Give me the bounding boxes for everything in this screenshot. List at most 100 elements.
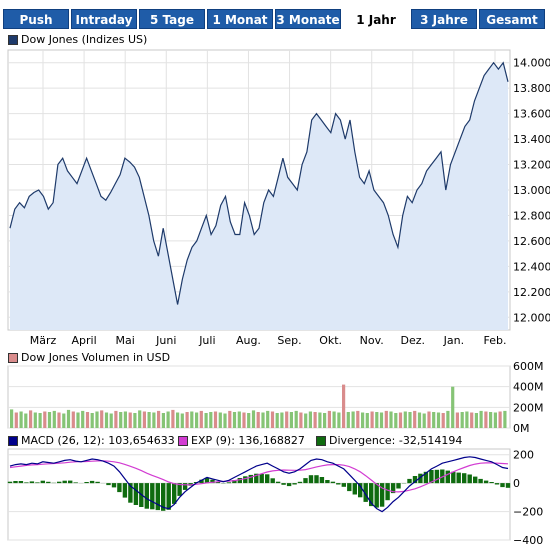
tab-push[interactable]: Push <box>3 9 69 29</box>
volume-bar <box>327 410 331 428</box>
volume-bar <box>152 412 156 428</box>
volume-bar <box>24 413 28 428</box>
macd-legend-swatch <box>8 435 18 446</box>
volume-bar <box>413 410 417 428</box>
volume-bar <box>19 411 23 428</box>
divergence-bar <box>243 476 248 484</box>
volume-bar <box>384 410 388 428</box>
price-ytick-label: 12.200 <box>513 286 550 299</box>
divergence-bar <box>29 481 35 484</box>
macd-ytick-label: 0 <box>513 477 520 490</box>
volume-bar <box>29 410 33 428</box>
price-ytick-label: 12.400 <box>513 260 550 273</box>
volume-bar <box>176 412 180 428</box>
volume-bar <box>223 413 227 428</box>
volume-bar <box>370 411 374 428</box>
price-ytick-label: 12.600 <box>513 235 550 248</box>
price-ytick-label: 13.800 <box>513 82 550 95</box>
divergence-bar <box>297 481 303 484</box>
tab-gesamt[interactable]: Gesamt <box>479 9 545 29</box>
volume-bar <box>104 412 109 428</box>
divergence-bar <box>166 483 171 510</box>
divergence-bar <box>24 482 29 484</box>
tab-1-jahr[interactable]: 1 Jahr <box>343 9 409 29</box>
volume-bar <box>365 413 369 428</box>
divergence-bar <box>259 474 264 484</box>
volume-bar <box>304 413 308 428</box>
volume-bar <box>52 410 56 428</box>
divergence-bar <box>434 469 440 484</box>
divergence-legend: Divergence: -32,514194 <box>316 434 462 447</box>
volume-bar <box>398 412 403 428</box>
divergence-bar <box>396 483 401 489</box>
tab-1-monat[interactable]: 1 Monat <box>207 9 273 29</box>
volume-ytick-label: 600M <box>513 360 544 373</box>
volume-bar <box>342 384 346 428</box>
volume-bar <box>313 412 317 428</box>
volume-bar <box>441 413 445 428</box>
volume-bar <box>294 410 298 428</box>
divergence-bar <box>237 478 242 484</box>
volume-bar <box>90 413 94 428</box>
volume-ytick-label: 0M <box>513 422 530 435</box>
divergence-bar <box>374 483 379 508</box>
macd-panel: −400 −200 0 200 <box>7 448 543 547</box>
volume-bar <box>503 410 507 428</box>
divergence-bar <box>18 481 24 484</box>
price-xtick-label: Aug. <box>236 334 261 347</box>
volume-bar <box>332 411 336 428</box>
macd-plot-frame <box>7 448 511 541</box>
volume-bar <box>133 413 137 428</box>
volume-bar <box>247 413 251 428</box>
price-legend-label: Dow Jones (Indizes US) <box>21 33 148 46</box>
tab-5-tage[interactable]: 5 Tage <box>139 9 205 29</box>
volume-bar <box>209 412 213 428</box>
price-xtick-label: Okt. <box>319 334 342 347</box>
divergence-bar <box>347 483 352 492</box>
price-ytick-label: 13.000 <box>513 184 550 197</box>
price-xtick-label: April <box>72 334 97 347</box>
volume-bar <box>446 410 450 428</box>
divergence-bar <box>133 483 139 505</box>
volume-bar <box>10 409 14 428</box>
divergence-bar <box>84 482 89 484</box>
divergence-bar <box>204 477 210 484</box>
divergence-bar <box>117 483 122 493</box>
macd-ytick-label: 200 <box>513 449 534 462</box>
volume-bar <box>318 412 322 428</box>
divergence-bar <box>161 483 166 511</box>
volume-bar <box>195 412 199 428</box>
divergence-legend-label: Divergence: -32,514194 <box>329 434 463 447</box>
divergence-bar <box>248 474 253 484</box>
volume-bar <box>474 413 478 428</box>
exp-legend: EXP (9): 136,168827 <box>178 434 305 447</box>
divergence-bar <box>303 478 308 484</box>
volume-bar <box>71 411 75 428</box>
divergence-bar <box>314 475 319 484</box>
divergence-bar <box>483 480 489 484</box>
volume-bar <box>119 412 123 428</box>
divergence-bar <box>407 478 412 484</box>
divergence-bar <box>155 483 160 511</box>
macd-legend: MACD (26, 12): 103,654633 <box>8 434 175 447</box>
price-ytick-label: 14.000 <box>513 57 550 70</box>
volume-bar <box>299 412 303 428</box>
volume-bar <box>289 412 293 428</box>
volume-bar <box>275 413 279 428</box>
divergence-bar <box>106 483 111 486</box>
volume-legend-label: Dow Jones Volumen in USD <box>21 351 171 364</box>
tab-3-monate[interactable]: 3 Monate <box>275 9 341 29</box>
tab-intraday[interactable]: Intraday <box>71 9 137 29</box>
tab-3-jahre[interactable]: 3 Jahre <box>411 9 477 29</box>
volume-bar <box>479 410 483 428</box>
divergence-bar <box>292 483 297 485</box>
price-legend: Dow Jones (Indizes US) <box>8 33 147 46</box>
volume-bar <box>285 411 289 428</box>
price-panel: 12.000 12.200 12.400 12.600 12.800 13.000 13.2… <box>7 49 550 347</box>
volume-legend: Dow Jones Volumen in USD <box>8 351 170 364</box>
volume-bar <box>185 412 189 428</box>
volume-bar <box>95 411 99 428</box>
divergence-bar <box>325 480 330 484</box>
volume-bar <box>85 412 90 428</box>
divergence-bar <box>473 476 478 484</box>
